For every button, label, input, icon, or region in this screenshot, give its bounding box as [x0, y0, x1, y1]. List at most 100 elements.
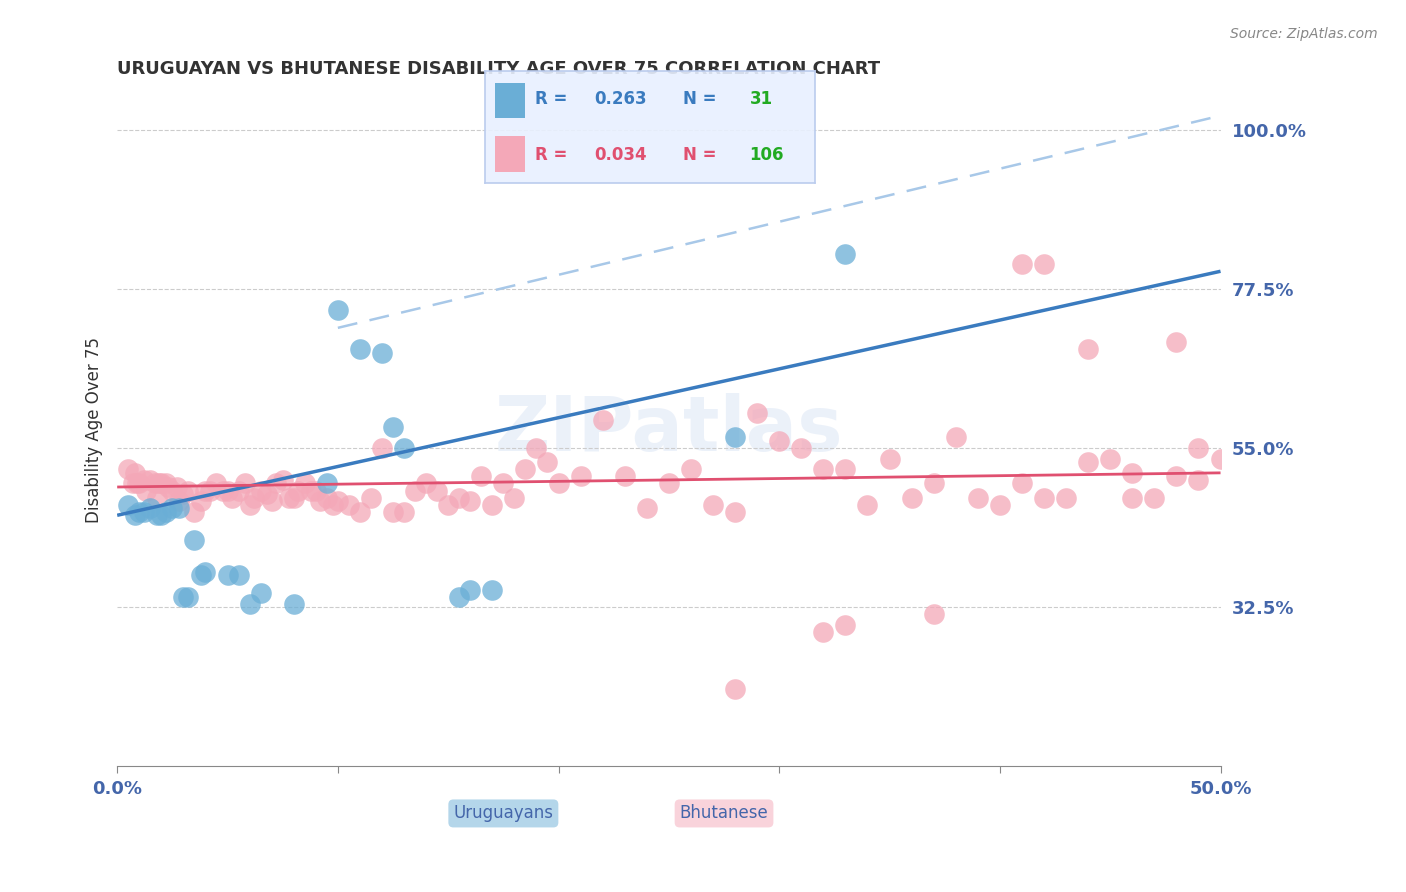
Point: [326, 303, 349, 318]
Point: [221, 491, 243, 505]
Point: [256, 487, 278, 501]
Point: [1187, 441, 1209, 455]
Point: [283, 597, 305, 611]
Point: [790, 441, 813, 455]
Point: [162, 483, 184, 498]
Point: [392, 441, 415, 455]
Text: Uruguayans: Uruguayans: [453, 805, 554, 822]
Point: [481, 582, 503, 597]
Point: [922, 607, 945, 622]
Point: [150, 476, 173, 491]
Point: [228, 483, 250, 498]
Point: [360, 491, 382, 505]
Point: [1121, 491, 1143, 505]
Point: [143, 476, 166, 491]
Point: [702, 498, 724, 512]
Point: [966, 491, 988, 505]
Point: [194, 565, 217, 579]
Point: [117, 462, 139, 476]
Point: [679, 462, 702, 476]
Point: [1077, 342, 1099, 356]
Point: [162, 501, 184, 516]
Point: [125, 476, 148, 491]
Text: R =: R =: [534, 146, 572, 164]
Point: [337, 498, 360, 512]
Point: [536, 455, 558, 469]
Text: Source: ZipAtlas.com: Source: ZipAtlas.com: [1230, 27, 1378, 41]
Point: [458, 582, 481, 597]
Text: URUGUAYAN VS BHUTANESE DISABILITY AGE OVER 75 CORRELATION CHART: URUGUAYAN VS BHUTANESE DISABILITY AGE OV…: [117, 60, 880, 78]
Point: [139, 501, 162, 516]
Point: [132, 505, 155, 519]
Point: [128, 505, 150, 519]
Point: [183, 505, 205, 519]
Point: [326, 494, 349, 508]
Point: [813, 625, 835, 640]
Point: [155, 505, 177, 519]
Point: [658, 476, 681, 491]
Point: [283, 491, 305, 505]
Point: [117, 498, 139, 512]
Text: 0.263: 0.263: [595, 90, 647, 108]
Point: [239, 498, 262, 512]
Point: [124, 466, 146, 480]
Text: R =: R =: [534, 90, 572, 108]
Point: [922, 476, 945, 491]
Point: [156, 480, 179, 494]
Point: [294, 476, 316, 491]
Point: [724, 505, 747, 519]
Point: [243, 491, 266, 505]
Bar: [495, 136, 524, 171]
Point: [315, 491, 337, 505]
Point: [392, 505, 415, 519]
Point: [1166, 469, 1188, 483]
Point: [415, 476, 437, 491]
Point: [437, 498, 460, 512]
Text: 0.034: 0.034: [595, 146, 647, 164]
Text: N =: N =: [683, 146, 723, 164]
Point: [724, 430, 747, 444]
Point: [813, 462, 835, 476]
Point: [900, 491, 922, 505]
Point: [371, 441, 394, 455]
Point: [470, 469, 492, 483]
Point: [249, 586, 271, 600]
Point: [492, 476, 515, 491]
Point: [124, 508, 146, 523]
Point: [315, 476, 337, 491]
Point: [135, 483, 157, 498]
Y-axis label: Disability Age Over 75: Disability Age Over 75: [86, 337, 103, 524]
Point: [309, 494, 332, 508]
Point: [613, 469, 636, 483]
Point: [547, 476, 569, 491]
Point: [177, 590, 200, 604]
Point: [449, 491, 471, 505]
Point: [569, 469, 592, 483]
Point: [121, 476, 143, 491]
Point: [834, 462, 856, 476]
Point: [988, 498, 1011, 512]
Point: [150, 508, 173, 523]
Point: [636, 501, 658, 516]
Point: [146, 508, 169, 523]
Point: [382, 505, 405, 519]
Point: [1077, 455, 1099, 469]
Point: [1054, 491, 1077, 505]
Point: [526, 441, 548, 455]
Point: [217, 483, 239, 498]
Point: [1166, 334, 1188, 349]
Point: [349, 342, 371, 356]
Point: [768, 434, 790, 448]
Point: [287, 483, 309, 498]
Point: [239, 597, 262, 611]
Point: [592, 413, 614, 427]
Point: [724, 681, 747, 696]
Point: [217, 568, 239, 582]
Point: [183, 533, 205, 547]
Text: Bhutanese: Bhutanese: [679, 805, 769, 822]
Point: [305, 483, 328, 498]
Point: [166, 480, 188, 494]
Point: [1121, 466, 1143, 480]
Text: 31: 31: [749, 90, 772, 108]
Point: [155, 476, 177, 491]
